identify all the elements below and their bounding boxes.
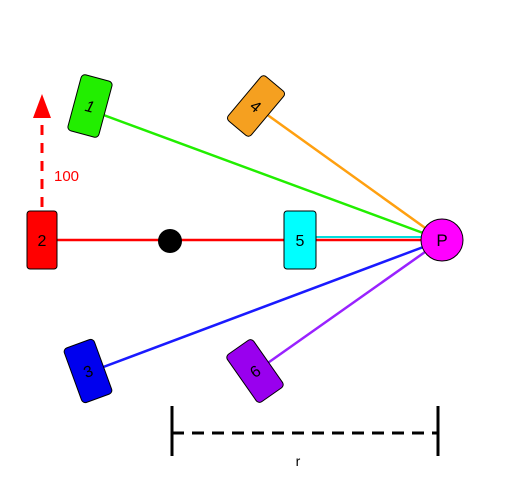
card-5-label: 5	[296, 233, 305, 250]
card-2-label: 2	[38, 233, 47, 250]
dimension-label: r	[296, 453, 301, 469]
line-card-6-to-p	[254, 238, 443, 374]
line-card-1-to-p	[89, 108, 443, 242]
card-4[interactable]: 4	[226, 74, 286, 138]
card-1[interactable]: 1	[67, 74, 113, 138]
arrow-label: 100	[54, 168, 79, 185]
card-3[interactable]: 3	[63, 338, 113, 404]
line-card-3-to-p	[89, 238, 443, 374]
point-p-label: P	[436, 231, 447, 250]
upward-arrow	[33, 94, 51, 207]
dimension-r	[170, 406, 440, 456]
point-p[interactable]: P	[420, 218, 464, 262]
card-2[interactable]: 2	[26, 210, 58, 270]
card-5[interactable]: 5	[283, 210, 317, 270]
line-card-4-to-p	[254, 104, 443, 242]
midpoint-dot	[158, 229, 182, 253]
card-1-label: 1	[83, 98, 96, 117]
card-6[interactable]: 6	[225, 338, 284, 404]
